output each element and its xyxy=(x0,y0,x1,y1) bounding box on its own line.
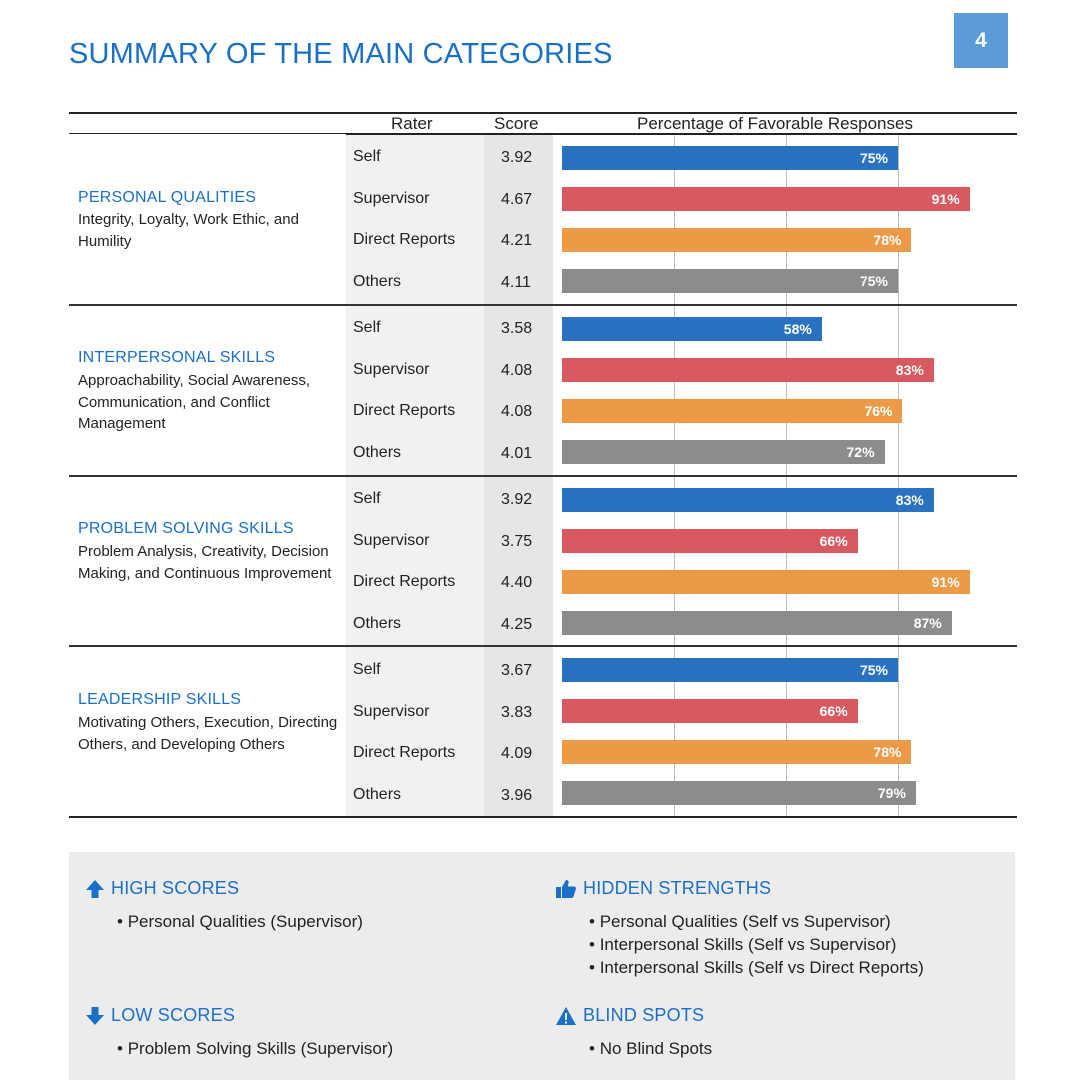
thumbs-up-icon xyxy=(556,879,576,898)
high-scores-list: Personal Qualities (Supervisor) xyxy=(117,910,363,933)
summary-table: Rater Score Percentage of Favorable Resp… xyxy=(69,112,1017,818)
score-value: 3.75 xyxy=(501,533,533,550)
rater-label: Direct Reports xyxy=(353,402,456,419)
blind-spots-list: No Blind Spots xyxy=(589,1037,712,1060)
favorable-bar: 75% xyxy=(562,146,898,170)
low-scores-heading: LOW SCORES xyxy=(85,1005,235,1026)
rater-label: Direct Reports xyxy=(353,744,456,761)
score-value: 3.58 xyxy=(501,320,533,337)
low-scores-title: LOW SCORES xyxy=(111,1005,236,1025)
favorable-bar: 76% xyxy=(562,399,903,423)
score-value: 4.67 xyxy=(501,191,533,208)
rater-header: Rater xyxy=(391,114,433,133)
list-item: Interpersonal Skills (Self vs Supervisor… xyxy=(589,933,924,956)
list-item: Interpersonal Skills (Self vs Direct Rep… xyxy=(589,956,924,979)
favorable-bar: 66% xyxy=(562,699,858,723)
rater-label: Others xyxy=(353,786,402,803)
rater-label: Self xyxy=(353,661,381,678)
blind-spots-title: BLIND SPOTS xyxy=(583,1005,705,1025)
category-title: PROBLEM SOLVING SKILLS xyxy=(78,520,294,537)
table-top-rule xyxy=(69,112,1017,114)
rater-label: Supervisor xyxy=(353,703,430,720)
score-value: 4.01 xyxy=(501,445,533,462)
score-value: 3.67 xyxy=(501,662,533,679)
page-number-badge: 4 xyxy=(954,13,1008,68)
favorable-bar: 91% xyxy=(562,570,970,594)
favorable-bar: 87% xyxy=(562,611,952,635)
score-value: 3.83 xyxy=(501,704,533,721)
score-value: 3.92 xyxy=(501,491,533,508)
score-value: 4.09 xyxy=(501,745,533,762)
arrow-up-icon xyxy=(86,879,104,898)
low-scores-list: Problem Solving Skills (Supervisor) xyxy=(117,1037,393,1060)
rater-label: Direct Reports xyxy=(353,231,456,248)
favorable-bar: 91% xyxy=(562,187,970,211)
rater-label: Self xyxy=(353,490,381,507)
score-header: Score xyxy=(494,114,539,133)
rater-label: Others xyxy=(353,273,402,290)
rater-label: Supervisor xyxy=(353,361,430,378)
score-value: 4.40 xyxy=(501,574,533,591)
favorable-bar: 83% xyxy=(562,488,934,512)
favorable-bar: 75% xyxy=(562,658,898,682)
hidden-strengths-list: Personal Qualities (Self vs Supervisor) … xyxy=(589,910,924,979)
category-description: Motivating Others, Execution, Directing … xyxy=(78,714,338,753)
notes-panel: HIGH SCORES Personal Qualities (Supervis… xyxy=(69,852,1015,1080)
category-description: Integrity, Loyalty, Work Ethic, and Humi… xyxy=(78,211,299,250)
percentage-header: Percentage of Favorable Responses xyxy=(637,114,913,133)
score-value: 4.11 xyxy=(501,274,531,291)
category-separator xyxy=(69,645,1017,647)
rater-label: Self xyxy=(353,319,381,336)
rater-label: Supervisor xyxy=(353,532,430,549)
category-description: Problem Analysis, Creativity, Decision M… xyxy=(78,543,332,582)
high-scores-title: HIGH SCORES xyxy=(111,878,240,898)
favorable-bar: 75% xyxy=(562,269,898,293)
list-item: Personal Qualities (Supervisor) xyxy=(117,910,363,933)
table-bottom-rule xyxy=(69,816,1017,818)
list-item: Problem Solving Skills (Supervisor) xyxy=(117,1037,393,1060)
category-description: Approachability, Social Awareness, Commu… xyxy=(78,372,311,432)
category-title: LEADERSHIP SKILLS xyxy=(78,691,242,708)
blind-spots-heading: BLIND SPOTS xyxy=(555,1005,704,1026)
score-value: 3.92 xyxy=(501,149,533,166)
rater-label: Supervisor xyxy=(353,190,430,207)
favorable-bar: 58% xyxy=(562,317,822,341)
favorable-bar: 79% xyxy=(562,781,916,805)
favorable-bar: 66% xyxy=(562,529,858,553)
warning-icon xyxy=(556,1006,576,1025)
category-title: INTERPERSONAL SKILLS xyxy=(78,349,276,366)
hidden-strengths-title: HIDDEN STRENGTHS xyxy=(583,878,772,898)
favorable-bar: 72% xyxy=(562,440,885,464)
rater-label: Others xyxy=(353,444,402,461)
rater-label: Others xyxy=(353,615,402,632)
favorable-bar: 78% xyxy=(562,740,912,764)
high-scores-heading: HIGH SCORES xyxy=(85,878,239,899)
hidden-strengths-heading: HIDDEN STRENGTHS xyxy=(555,878,771,899)
favorable-bar: 83% xyxy=(562,358,934,382)
page-title: SUMMARY OF THE MAIN CATEGORIES xyxy=(69,38,613,70)
score-value: 4.08 xyxy=(501,362,533,379)
category-separator xyxy=(69,304,1017,306)
score-value: 4.08 xyxy=(501,403,533,420)
arrow-down-icon xyxy=(86,1006,104,1025)
favorable-bar: 78% xyxy=(562,228,912,252)
rater-label: Self xyxy=(353,148,381,165)
header-rule xyxy=(346,133,1017,135)
rater-label: Direct Reports xyxy=(353,573,456,590)
list-item: No Blind Spots xyxy=(589,1037,712,1060)
score-value: 4.25 xyxy=(501,616,533,633)
category-separator xyxy=(69,475,1017,477)
header-rule-left xyxy=(69,133,346,134)
score-value: 4.21 xyxy=(501,232,533,249)
score-value: 3.96 xyxy=(501,787,533,804)
list-item: Personal Qualities (Self vs Supervisor) xyxy=(589,910,924,933)
category-title: PERSONAL QUALITIES xyxy=(78,189,257,206)
